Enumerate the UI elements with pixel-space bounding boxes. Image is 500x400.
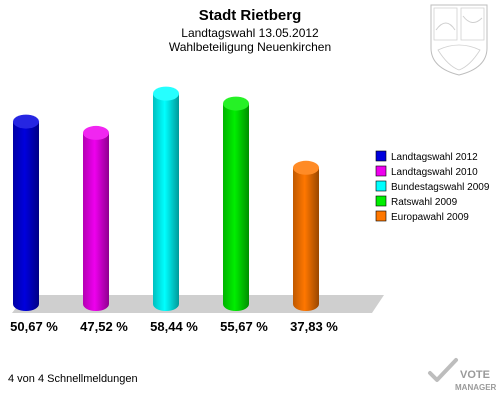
bar-5	[293, 167, 319, 311]
value-label-3: 58,44 %	[150, 319, 198, 334]
legend-swatch-3	[375, 180, 387, 192]
votemanager-logo: VOTE MANAGER	[428, 358, 497, 392]
checkmark-icon	[428, 358, 458, 382]
value-label-2: 47,52 %	[80, 319, 128, 334]
legend-swatch-5	[375, 210, 387, 222]
bar-cap-5	[293, 160, 319, 175]
bar-cap-2	[83, 125, 109, 140]
legend-swatch-1	[375, 150, 387, 162]
chart-floor	[12, 295, 384, 313]
bar-3	[153, 93, 179, 311]
legend-swatch-2	[375, 165, 387, 177]
chart-title: Stadt Rietberg	[199, 7, 302, 24]
legend-label-4: Ratswahl 2009	[391, 197, 458, 208]
legend-swatch-4	[375, 195, 387, 207]
legend-label-3: Bundestagswahl 2009	[391, 182, 490, 193]
bar-4	[223, 103, 249, 311]
bar-cap-1	[13, 114, 39, 129]
logo-vote-text: VOTE	[460, 369, 490, 381]
chart-subtitle-metric: Wahlbeteiligung Neuenkirchen	[169, 40, 331, 54]
value-labels-layer: 50,67 % 47,52 % 58,44 % 55,67 % 37,83 %	[10, 319, 338, 334]
legend-label-2: Landtagswahl 2010	[391, 167, 478, 178]
value-label-1: 50,67 %	[10, 319, 58, 334]
legend-label-1: Landtagswahl 2012	[391, 152, 478, 163]
logo-manager-text: MANAGER	[455, 383, 497, 392]
bar-1	[13, 121, 39, 311]
bar-cap-3	[153, 86, 179, 101]
footer-status: 4 von 4 Schnellmeldungen	[8, 373, 138, 385]
value-label-5: 37,83 %	[290, 319, 338, 334]
chart-subtitle-election: Landtagswahl 13.05.2012	[181, 26, 319, 40]
legend: Landtagswahl 2012 Landtagswahl 2010 Bundes…	[375, 150, 490, 223]
bar-2	[83, 132, 109, 311]
coat-of-arms-icon	[430, 4, 488, 76]
bars-layer	[13, 86, 319, 311]
legend-label-5: Europawahl 2009	[391, 212, 469, 223]
value-label-4: 55,67 %	[220, 319, 268, 334]
bar-cap-4	[223, 96, 249, 111]
